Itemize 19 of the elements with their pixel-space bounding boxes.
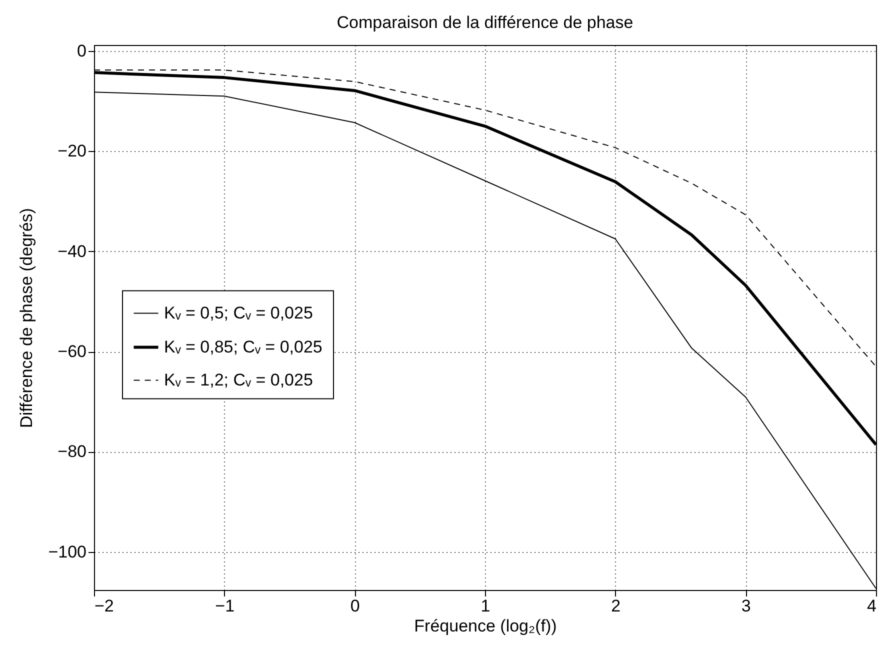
legend-label: Kᵥ = 0,5; Cᵥ = 0,025 bbox=[164, 303, 313, 322]
y-tick-label: −60 bbox=[58, 342, 86, 362]
y-tick-label: −80 bbox=[58, 442, 86, 462]
y-tick-label: 0 bbox=[77, 42, 86, 61]
y-tick-label: −100 bbox=[48, 542, 86, 562]
legend-label: Kᵥ = 0,85; Cᵥ = 0,025 bbox=[164, 337, 322, 356]
legend-label: Kᵥ = 1,2; Cᵥ = 0,025 bbox=[164, 370, 313, 390]
y-tick-label: −40 bbox=[58, 242, 86, 261]
y-axis-title: Différence de phase (degrés) bbox=[17, 208, 36, 428]
x-tick-label: 2 bbox=[611, 596, 621, 616]
x-tick-label: −1 bbox=[215, 596, 235, 616]
x-axis-title: Fréquence (log₂(f)) bbox=[414, 616, 557, 636]
x-tick-label: −2 bbox=[94, 596, 114, 616]
y-tick-label: −20 bbox=[58, 142, 86, 161]
x-tick-label: 0 bbox=[350, 596, 360, 616]
x-tick-label: 3 bbox=[741, 596, 751, 616]
x-tick-label: 4 bbox=[867, 596, 876, 616]
x-tick-label: 1 bbox=[480, 596, 490, 616]
chart-title: Comparaison de la différence de phase bbox=[336, 13, 634, 32]
